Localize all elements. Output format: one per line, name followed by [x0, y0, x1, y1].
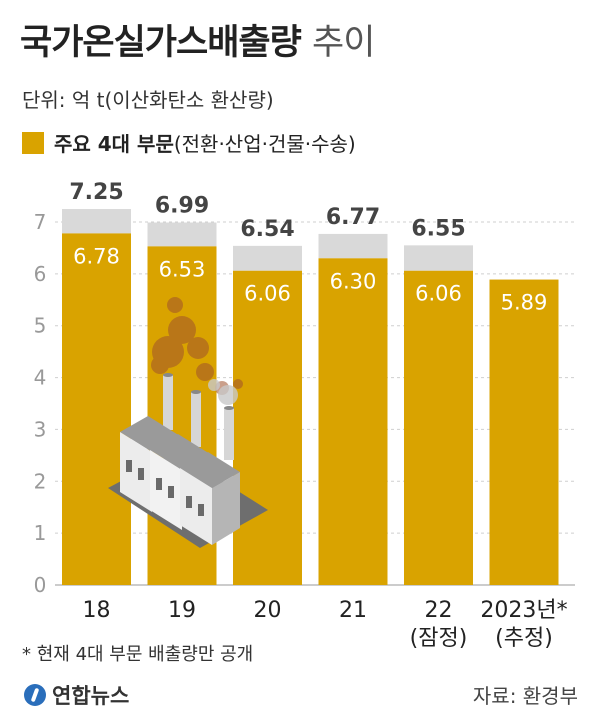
y-tick-label: 1	[34, 521, 47, 545]
y-tick-label: 7	[34, 210, 47, 234]
x-tick-label: 18	[83, 598, 111, 623]
yonhap-logo-icon	[24, 684, 46, 706]
footnote: * 현재 4대 부문 배출량만 공개	[22, 644, 254, 665]
y-tick-label: 5	[34, 314, 47, 338]
x-tick-label: 22	[425, 598, 453, 623]
title-main: 국가온실가스배출량	[20, 23, 302, 63]
bar-sector	[318, 258, 388, 585]
sector-value-label: 6.53	[159, 257, 206, 281]
legend-detail-label: (전환·산업·건물·수송)	[173, 132, 356, 156]
legend: 주요 4대 부문 (전환·산업·건물·수송)	[22, 128, 356, 157]
bar-sector	[404, 270, 473, 585]
factory-illustration	[108, 297, 268, 548]
sector-value-label: 6.30	[330, 269, 377, 293]
title-sub: 추이	[312, 23, 375, 63]
unit-label: 단위: 억 t(이산화탄소 환산량)	[22, 88, 274, 112]
total-value-label: 6.55	[411, 216, 465, 241]
publisher-logo: 연합뉴스	[24, 680, 129, 710]
bar-total	[404, 245, 473, 271]
sector-value-label: 6.06	[244, 282, 291, 306]
y-tick-label: 2	[34, 469, 47, 493]
bar-total	[147, 222, 217, 247]
bar-sector	[233, 270, 302, 585]
sector-value-label: 5.89	[501, 291, 548, 315]
x-tick-label: 19	[168, 598, 196, 623]
chart-title: 국가온실가스배출량 추이	[20, 14, 375, 65]
y-tick-label: 4	[34, 366, 47, 390]
bar-total	[318, 233, 388, 259]
y-tick-label: 0	[34, 573, 47, 597]
x-tick-label: 21	[339, 598, 367, 623]
x-tick-sublabel: (잠정)	[410, 626, 468, 651]
legend-main-label: 주요 4대 부문	[54, 132, 174, 156]
sector-value-label: 6.06	[415, 282, 462, 306]
legend-swatch	[22, 131, 44, 154]
total-value-label: 7.25	[69, 180, 123, 205]
source-note: 자료: 환경부	[472, 684, 578, 708]
y-tick-label: 6	[34, 262, 47, 286]
bar-sector	[489, 279, 559, 585]
publisher-name: 연합뉴스	[52, 684, 130, 708]
bar-total	[233, 245, 302, 271]
total-value-label: 6.99	[155, 194, 209, 219]
total-value-label: 6.54	[240, 217, 294, 242]
x-tick-label: 20	[254, 598, 282, 623]
y-tick-label: 3	[34, 417, 47, 441]
total-value-label: 6.77	[326, 205, 380, 230]
bar-sector	[62, 233, 131, 585]
x-tick-sublabel: (추정)	[495, 626, 553, 651]
sector-value-label: 6.78	[73, 244, 120, 268]
bar-total	[62, 209, 131, 234]
x-tick-label: 2023년*	[480, 598, 567, 623]
